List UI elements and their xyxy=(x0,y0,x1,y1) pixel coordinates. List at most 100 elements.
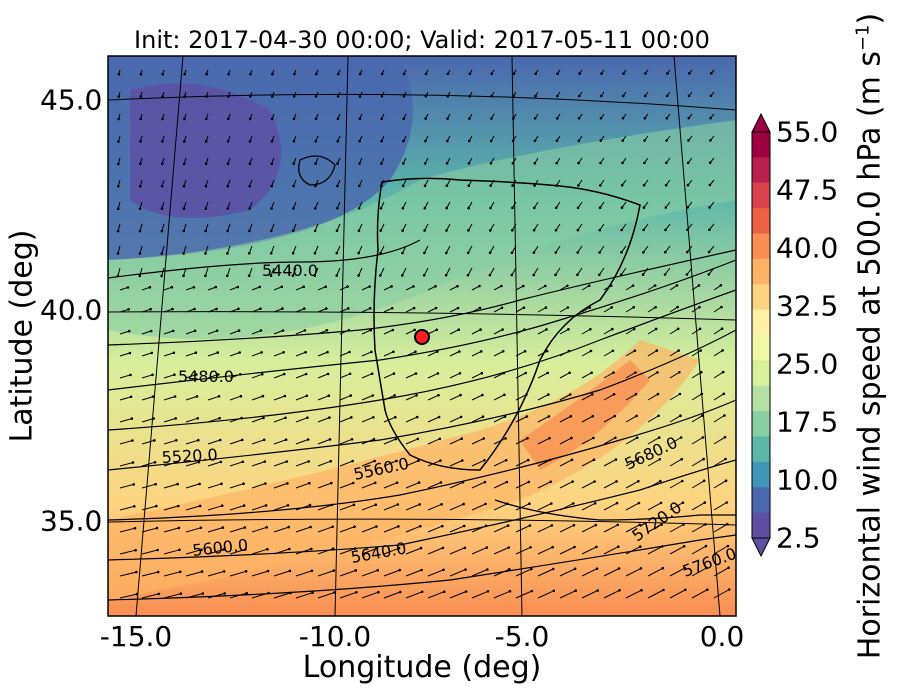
wind-arrow-head xyxy=(556,94,559,98)
wind-arrow-head xyxy=(529,546,532,549)
wind-arrow xyxy=(603,568,620,577)
wind-arrow xyxy=(163,286,173,291)
wind-arrow-head xyxy=(132,483,135,486)
wind-arrow-head xyxy=(204,229,207,233)
wind-arrow-head xyxy=(157,592,161,596)
wind-arrow-head xyxy=(117,140,120,143)
wind-arrow-head xyxy=(282,372,286,376)
wind-arrow xyxy=(383,525,399,533)
wind-arrow-head xyxy=(611,327,614,331)
wind-arrow-head xyxy=(182,162,186,166)
colorbar-swatch xyxy=(752,436,770,463)
wind-arrow xyxy=(339,591,357,599)
wind-arrow-head xyxy=(161,162,164,166)
wind-arrow xyxy=(317,460,331,467)
wind-arrow xyxy=(185,571,203,577)
wind-arrow-head xyxy=(160,229,164,233)
wind-arrow xyxy=(119,352,131,357)
wind-arrow-head xyxy=(707,273,711,276)
wind-arrow-head xyxy=(350,438,354,441)
wind-arrow-head xyxy=(357,274,360,277)
wind-arrow xyxy=(691,284,700,291)
wind-arrow-head xyxy=(417,481,421,484)
wind-arrow-head xyxy=(446,117,449,120)
wind-arrow-head xyxy=(576,251,579,254)
wind-arrow xyxy=(449,394,461,401)
wind-arrow-head xyxy=(267,591,270,595)
wind-arrow-head xyxy=(505,480,509,484)
wind-arrow xyxy=(226,245,231,254)
wind-arrow-head xyxy=(424,72,428,76)
colorbar-tick-label: 25.0 xyxy=(776,347,839,381)
wind-arrow-head xyxy=(416,437,420,441)
wind-arrow xyxy=(295,482,310,489)
wind-arrow xyxy=(402,245,407,254)
wind-arrow-head xyxy=(270,162,274,165)
wind-arrow-head xyxy=(227,72,230,76)
wind-arrow xyxy=(647,328,657,335)
wind-arrow-head xyxy=(379,274,382,277)
wind-arrow xyxy=(669,458,682,467)
wind-arrow-head xyxy=(178,570,182,574)
wind-arrow-head xyxy=(500,306,504,310)
wind-arrow-head xyxy=(402,162,405,165)
wind-arrow xyxy=(119,527,136,533)
wind-arrow-head xyxy=(306,416,309,420)
wind-arrow xyxy=(361,482,376,489)
wind-arrow-head xyxy=(595,567,599,570)
wind-arrow xyxy=(119,396,132,401)
wind-arrow xyxy=(185,461,200,467)
wind-arrow xyxy=(625,306,634,313)
wind-arrow-head xyxy=(305,394,309,398)
wind-arrow xyxy=(185,352,196,357)
wind-arrow-head xyxy=(489,162,493,165)
wind-arrow-head xyxy=(534,94,537,98)
wind-arrow-head xyxy=(222,548,225,551)
wind-arrow-head xyxy=(126,286,130,289)
wind-arrow-head xyxy=(128,351,132,355)
wind-arrow-head xyxy=(138,274,142,278)
wind-arrow-head xyxy=(459,415,463,419)
wind-arrow-head xyxy=(245,591,248,595)
wind-arrow-head xyxy=(664,250,667,254)
wind-arrow xyxy=(515,481,530,489)
wind-arrow xyxy=(295,373,307,379)
wind-arrow-head xyxy=(459,393,462,397)
wind-arrow-head xyxy=(578,72,581,75)
wind-arrow-head xyxy=(336,139,340,143)
wind-arrow-head xyxy=(467,206,470,210)
wind-arrow xyxy=(559,502,574,511)
wind-arrow-head xyxy=(375,547,379,550)
wind-arrow xyxy=(603,372,614,379)
wind-arrow-head xyxy=(642,183,646,187)
wind-arrow-head xyxy=(701,436,705,439)
wind-arrow xyxy=(229,483,244,489)
wind-arrow-head xyxy=(640,588,643,592)
map-title: Init: 2017-04-30 00:00; Valid: 2017-05-1… xyxy=(134,26,710,54)
wind-arrow xyxy=(383,307,393,313)
wind-arrow-head xyxy=(633,349,637,353)
wind-arrow-head xyxy=(599,139,603,142)
wind-arrow xyxy=(537,481,551,489)
wind-arrow-head xyxy=(616,523,619,527)
wind-arrow xyxy=(251,417,264,423)
wind-arrow xyxy=(251,286,260,291)
wind-arrow-head xyxy=(589,349,593,353)
wind-arrow-head xyxy=(533,206,536,210)
wind-arrow xyxy=(273,286,282,291)
wind-arrow xyxy=(471,459,485,467)
wind-arrow xyxy=(141,418,154,423)
wind-arrow-head xyxy=(352,503,356,507)
wind-arrow-head xyxy=(139,117,142,121)
wind-arrow-head xyxy=(259,307,262,311)
wind-arrow-head xyxy=(325,329,329,332)
wind-arrow-head xyxy=(457,328,461,332)
wind-arrow-head xyxy=(373,459,376,463)
wind-arrow xyxy=(713,328,723,335)
wind-arrow-head xyxy=(656,371,659,374)
wind-arrow xyxy=(493,459,507,467)
wind-arrow-head xyxy=(612,393,616,396)
wind-arrow-head xyxy=(313,274,317,277)
wind-arrow xyxy=(141,527,158,533)
wind-arrow xyxy=(339,460,353,467)
